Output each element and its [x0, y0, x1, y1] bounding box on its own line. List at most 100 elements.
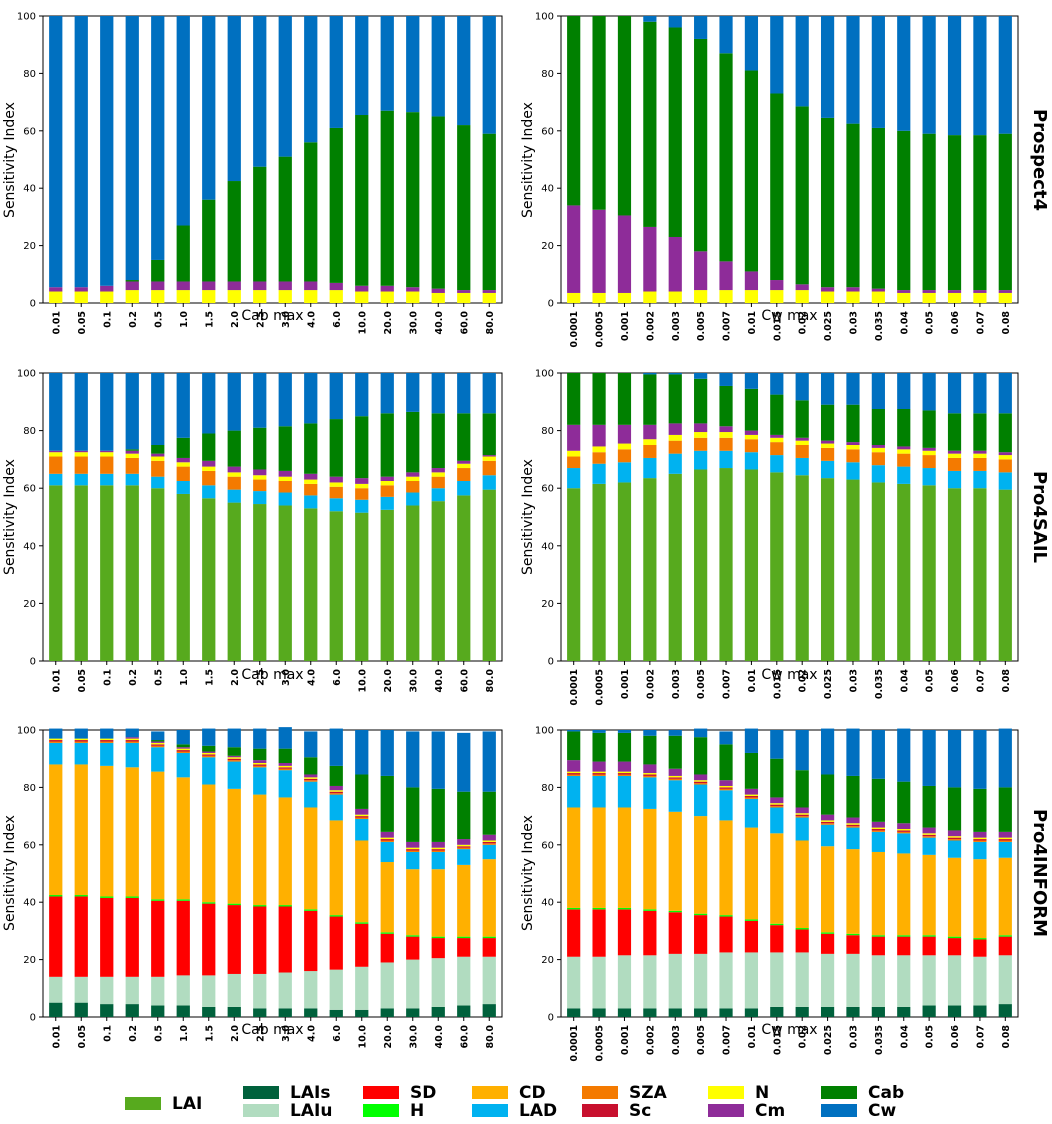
x-axis-label: Cab max	[241, 308, 303, 324]
bar-segment-lais	[304, 1008, 318, 1017]
bar-segment-lad	[617, 775, 632, 808]
bar-segment-cab	[643, 21, 657, 227]
bar-segment-n	[278, 290, 292, 303]
legend-swatch-lad	[472, 1104, 508, 1117]
bar-segment-sza	[719, 788, 733, 791]
legend-label-sza: SZA	[629, 1083, 668, 1103]
bar-segment-cd	[820, 846, 835, 933]
bar-segment-cw	[304, 731, 318, 758]
bar-segment-cab	[151, 445, 165, 454]
bar-segment-cd	[744, 827, 759, 920]
bar-segment-lad	[355, 499, 369, 513]
bar-segment-sza	[795, 816, 809, 818]
bar-segment-cw	[482, 731, 496, 792]
bar-segment-cm	[227, 755, 241, 758]
bar-segment-lad	[947, 840, 962, 858]
legend-label-cw: Cw	[868, 1101, 896, 1121]
bar-segment-n	[380, 481, 394, 486]
y-tick-label: 40	[23, 898, 36, 909]
bar-segment-h	[355, 922, 369, 924]
bar-segment-laiu	[694, 953, 708, 1009]
bar-segment-h	[304, 909, 318, 911]
bar-segment-lad	[49, 473, 63, 486]
bar-segment-lai	[770, 472, 784, 661]
bar-segment-cw	[871, 373, 885, 409]
bar-segment-lais	[871, 1006, 885, 1017]
legend-swatch-laiu	[243, 1104, 279, 1117]
y-tick-label: 0	[548, 1013, 554, 1024]
bar-segment-lad	[719, 790, 733, 821]
bar-segment-cm	[100, 450, 114, 453]
bar-segment-sd	[744, 920, 759, 953]
bar-segment-lad	[846, 462, 860, 480]
bar-segment-cw	[719, 731, 733, 745]
bar-segment-n	[227, 757, 241, 759]
bar-segment-cw	[380, 16, 394, 111]
bar-segment-n	[253, 475, 267, 480]
bar-segment-h	[567, 907, 581, 910]
bar-segment-cm	[947, 830, 962, 837]
bar-segment-sza	[592, 452, 606, 464]
bar-segment-h	[947, 936, 962, 939]
bar-segment-cab	[643, 735, 657, 765]
bar-segment-sza	[871, 830, 885, 832]
y-tick-label: 40	[541, 184, 554, 195]
bar-segment-lais	[592, 1008, 606, 1017]
bar-segment-laiu	[304, 971, 318, 1009]
bar-segment-sza	[820, 823, 835, 825]
x-tick-label: 0.01	[51, 669, 62, 692]
bar-segment-lai	[406, 505, 420, 661]
bar-segment-cab	[973, 413, 987, 451]
bar-segment-sc	[617, 773, 632, 775]
bar-segment-sc	[304, 778, 318, 781]
bar-segment-n	[592, 771, 606, 774]
bar-segment-cw	[431, 731, 445, 789]
bar-segment-cm	[227, 281, 241, 291]
bar-segment-sc	[457, 846, 471, 848]
bar-segment-n	[973, 292, 987, 303]
bar-segment-sc	[253, 764, 267, 766]
x-tick-label: 0.003	[671, 669, 682, 699]
bar-segment-cw	[278, 373, 292, 427]
bar-segment-lai	[100, 485, 114, 661]
bar-segment-cm	[457, 290, 471, 293]
legend-swatch-h	[363, 1104, 399, 1117]
bar-segment-lai	[592, 483, 606, 661]
legend-swatch-sc	[582, 1104, 618, 1117]
bar-segment-lad	[998, 472, 1012, 490]
x-tick-label: 0.001	[620, 669, 631, 699]
bar-segment-lad	[770, 807, 784, 834]
x-tick-label: 2.0	[230, 669, 241, 686]
bar-segment-n	[151, 456, 165, 461]
x-tick-label: 0.002	[645, 1025, 656, 1055]
bar-segment-sza	[617, 449, 632, 463]
bar-segment-cw	[227, 16, 241, 182]
bar-segment-n	[380, 291, 394, 303]
bar-segment-n	[355, 814, 369, 817]
bar-segment-sza	[457, 468, 471, 481]
bar-segment-cw	[457, 16, 471, 126]
bar-segment-lad	[380, 496, 394, 510]
x-tick-label: 0.01	[51, 311, 62, 334]
bar-segment-cd	[897, 853, 911, 936]
legend-swatch-lais	[243, 1086, 279, 1099]
bar-segment-cab	[744, 752, 759, 789]
bar-segment-cm	[380, 831, 394, 838]
bar-segment-cw	[431, 16, 445, 117]
bar-segment-sd	[719, 916, 733, 953]
bar-segment-cm	[668, 768, 682, 776]
x-tick-label: 0.05	[925, 311, 936, 334]
bar-segment-sd	[278, 906, 292, 973]
bar-segment-cm	[846, 817, 860, 824]
bar-segment-h	[125, 896, 139, 898]
bar-segment-cd	[202, 784, 216, 903]
bar-segment-lai	[694, 469, 708, 661]
bar-segment-cw	[151, 731, 165, 741]
row-label-pro4sail: Pro4SAIL	[1029, 471, 1050, 563]
bar-segment-h	[457, 936, 471, 939]
bar-segment-sc	[770, 804, 784, 807]
x-tick-label: 10.0	[357, 1025, 368, 1049]
bar-segment-n	[227, 472, 241, 477]
x-tick-label: 0.05	[925, 669, 936, 692]
bar-segment-n	[973, 453, 987, 458]
